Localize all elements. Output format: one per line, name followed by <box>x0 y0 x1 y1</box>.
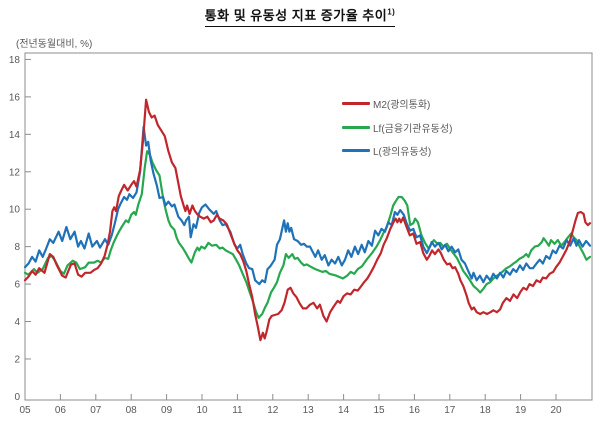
y-tick-label: 8 <box>14 242 20 253</box>
legend-swatch-l-line <box>342 149 370 153</box>
x-tick-label: 14 <box>338 405 350 416</box>
y-tick-label: 14 <box>9 130 21 141</box>
x-tick-label: 11 <box>232 405 243 416</box>
x-tick-label: 17 <box>444 405 456 416</box>
series-line-l <box>23 125 592 286</box>
chart-title-text: 통화 및 유동성 지표 증가율 추이 <box>204 8 388 23</box>
x-tick-label: 19 <box>515 405 527 416</box>
x-tick-label: 12 <box>267 405 279 416</box>
legend-label-l: L(광의유동성) <box>373 147 432 159</box>
legend-item-l: L(광의유동성) <box>342 139 452 163</box>
legend-swatch-m2-line <box>342 102 370 106</box>
legend-item-m2: M2(광의통화) <box>342 92 452 116</box>
x-tick-label: 16 <box>409 405 421 416</box>
x-tick-label: 18 <box>480 405 492 416</box>
legend-item-lf: Lf(금융기관유동성) <box>342 116 452 140</box>
plot-border <box>24 52 593 401</box>
series-line-lf <box>23 150 592 319</box>
legend-label-m2: M2(광의통화) <box>373 100 431 112</box>
x-tick-label: 20 <box>550 405 562 416</box>
y-tick-label: 18 <box>9 55 21 66</box>
y-tick-label: 0 <box>14 392 20 403</box>
series-line-m2 <box>23 98 592 342</box>
legend: M2(광의통화) Lf(금융기관유동성) L(광의유동성) <box>342 92 452 163</box>
x-tick-label: 07 <box>90 405 102 416</box>
x-tick-label: 09 <box>161 405 173 416</box>
legend-swatch-lf-line <box>342 125 370 129</box>
y-axis-unit-label: (전년동월대비, %) <box>16 39 93 50</box>
y-tick-label: 16 <box>9 92 21 103</box>
legend-label-lf: Lf(금융기관유동성) <box>373 123 453 135</box>
x-tick-label: 10 <box>196 405 208 416</box>
y-tick-label: 2 <box>14 354 20 365</box>
x-tick-label: 13 <box>303 405 315 416</box>
x-tick-label: 15 <box>373 405 385 416</box>
x-tick-label: 05 <box>19 405 31 416</box>
y-tick-label: 10 <box>9 205 21 216</box>
y-tick-label: 4 <box>14 317 20 328</box>
chart-title-footnote-marker: 1) <box>387 7 396 17</box>
y-tick-label: 6 <box>14 280 20 291</box>
page-title: 통화 및 유동성 지표 증가율 추이1) <box>0 5 600 27</box>
chart-title: 통화 및 유동성 지표 증가율 추이1) <box>204 5 396 27</box>
x-tick-label: 06 <box>55 405 67 416</box>
y-tick-label: 12 <box>9 167 21 178</box>
x-tick-label: 08 <box>126 405 138 416</box>
